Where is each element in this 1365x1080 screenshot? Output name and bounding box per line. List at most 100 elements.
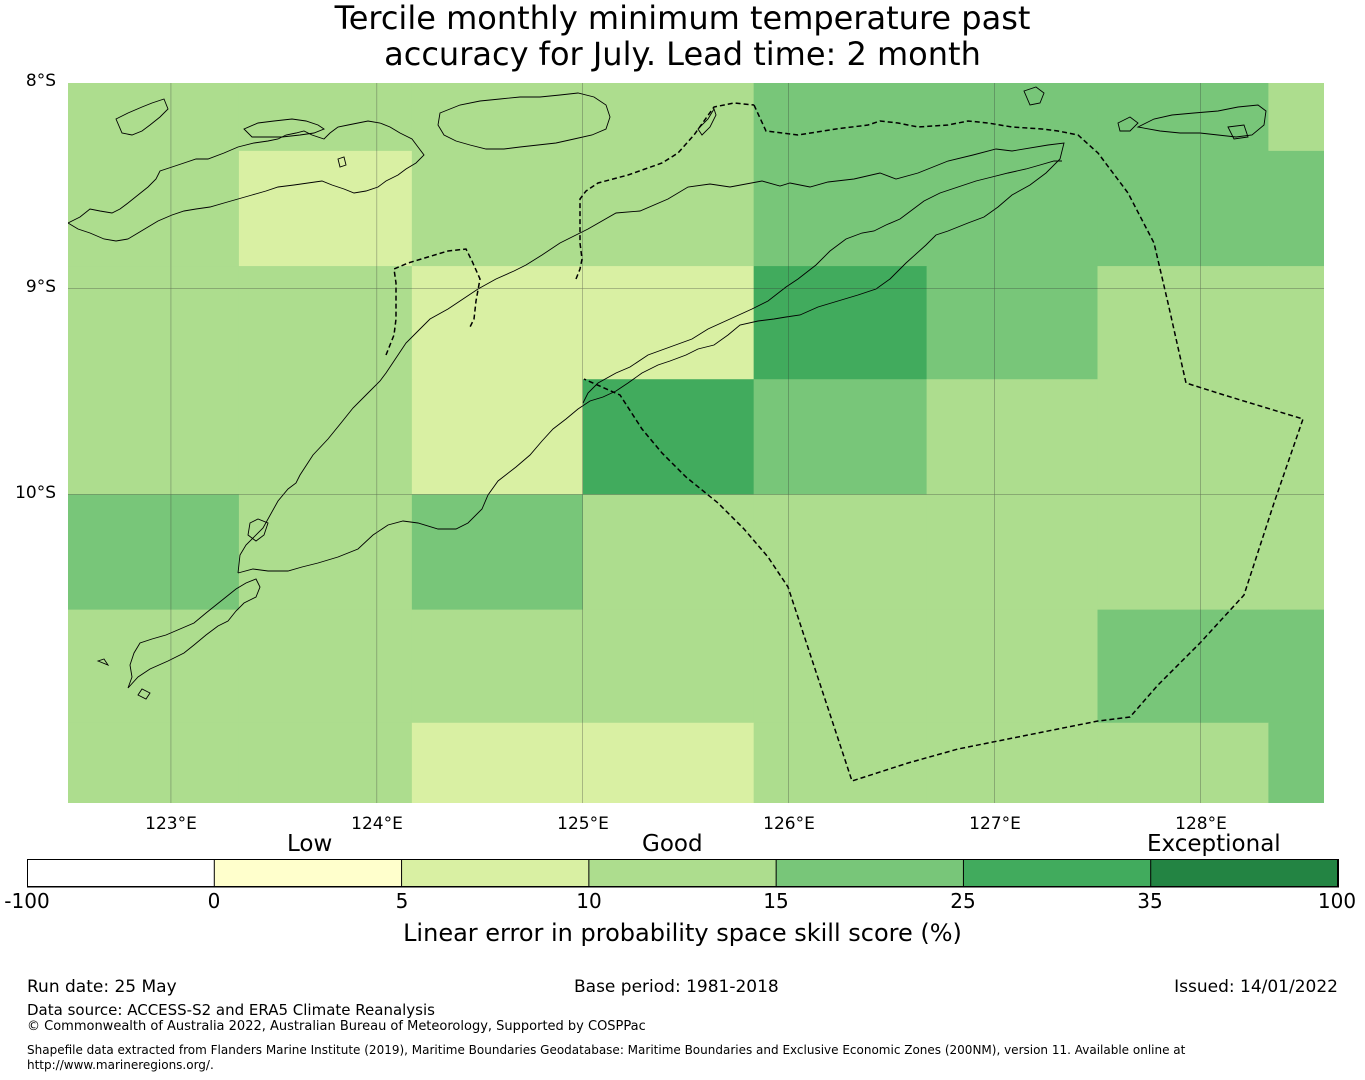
- colorbar-segment: [27, 859, 216, 888]
- timor-north-coast-detail: [582, 160, 1062, 404]
- colorbar-segment: [775, 859, 965, 888]
- colorbar-tick-0: 0: [207, 889, 221, 913]
- skill-cell: [68, 266, 240, 380]
- skill-cell: [753, 83, 928, 152]
- skill-cell: [411, 83, 584, 152]
- skill-cell: [582, 494, 755, 611]
- shapefile-credit-line-1: Shapefile data extracted from Flanders M…: [27, 1043, 1186, 1057]
- skill-cell: [926, 379, 1099, 495]
- skill-cell: [1268, 494, 1325, 611]
- small-island-4: [337, 156, 347, 168]
- skill-cell: [238, 266, 413, 380]
- skill-cell: [238, 494, 413, 611]
- colorbar-label-low: Low: [287, 831, 333, 857]
- lat-label-10s: 10°S: [15, 483, 56, 503]
- skill-cell: [238, 609, 413, 724]
- colorbar-label-exceptional: Exceptional: [1147, 831, 1281, 857]
- timor-island-coastline: [237, 142, 1065, 574]
- skill-cell: [753, 609, 928, 724]
- skill-cell: [238, 150, 413, 267]
- run-date: Run date: 25 May: [27, 977, 177, 997]
- skill-cell: [926, 609, 1099, 724]
- skill-cell: [1268, 266, 1325, 380]
- colorbar-caption: Linear error in probability space skill …: [403, 919, 962, 947]
- small-island-2: [1117, 116, 1139, 132]
- copyright: © Commonwealth of Australia 2022, Austra…: [27, 1019, 646, 1034]
- skill-cell: [926, 722, 1099, 804]
- shapefile-credit-line-2: http://www.marineregions.org/.: [27, 1058, 214, 1072]
- lon-label-124e: 124°E: [351, 814, 403, 834]
- skill-grid-cells: [68, 83, 1325, 804]
- colorbar-segment: [588, 859, 778, 888]
- reong-island-coastline: [1023, 86, 1045, 106]
- colorbar-tick-100: 100: [1317, 889, 1357, 913]
- title-line-1: Tercile monthly minimum temperature past: [334, 0, 1031, 37]
- skill-cell: [926, 494, 1099, 611]
- skill-cell: [1097, 266, 1269, 380]
- skill-cell: [1268, 150, 1325, 267]
- colorbar-frame: [27, 859, 1338, 887]
- colorbar-label-good: Good: [642, 831, 703, 857]
- lon-label-126e: 126°E: [763, 814, 815, 834]
- lat-label-8s: 8°S: [25, 71, 56, 91]
- skill-cell: [68, 722, 240, 804]
- skill-cell: [68, 379, 240, 495]
- skill-cell: [753, 379, 928, 495]
- skill-cell: [926, 83, 1099, 152]
- skill-cell: [68, 150, 240, 267]
- title-line-2: accuracy for July. Lead time: 2 month: [384, 35, 981, 73]
- skill-cell: [753, 722, 928, 804]
- lomblen-island-coastline: [243, 118, 325, 138]
- small-island-3: [1227, 124, 1249, 140]
- skill-cell: [411, 266, 584, 380]
- timor-leste-eez-line: [575, 102, 1304, 782]
- skill-cell: [68, 83, 240, 152]
- colorbar-tick-25: 25: [950, 889, 976, 913]
- skill-cell: [582, 722, 755, 804]
- skill-cell: [1268, 83, 1325, 152]
- colorbar-segment: [962, 859, 1152, 888]
- lon-label-127e: 127°E: [969, 814, 1021, 834]
- skill-cell: [582, 609, 755, 724]
- skill-cell: [926, 266, 1099, 380]
- atauro-island-coastline: [697, 107, 717, 136]
- colorbar-tick-15: 15: [763, 889, 789, 913]
- skill-cell: [411, 379, 584, 495]
- lon-label-128e: 128°E: [1175, 814, 1227, 834]
- skill-cell: [926, 150, 1099, 267]
- skill-cell: [238, 83, 413, 152]
- wetar-island-coastline: [1136, 104, 1267, 138]
- skill-cell: [1097, 150, 1269, 267]
- skill-cell: [1097, 83, 1269, 152]
- skill-cell: [753, 494, 928, 611]
- colorbar-segment: [213, 859, 403, 888]
- colorbar: [27, 859, 1339, 888]
- skill-cell: [753, 150, 928, 267]
- skill-cell: [1097, 722, 1269, 804]
- rote-island-coastline: [127, 578, 261, 689]
- skill-cell: [68, 609, 240, 724]
- alor-island-coastline: [437, 92, 611, 150]
- flores-alor-coastline: [67, 120, 425, 242]
- skill-cell: [238, 379, 413, 495]
- skill-map: [67, 83, 1325, 804]
- eez-boundary: [385, 102, 1304, 782]
- skill-cell: [238, 722, 413, 804]
- lat-label-9s: 9°S: [25, 277, 56, 297]
- issued-date: Issued: 14/01/2022: [1174, 977, 1338, 997]
- lon-label-123e: 123°E: [145, 814, 197, 834]
- skill-cell: [1097, 494, 1269, 611]
- skill-cell: [753, 266, 928, 380]
- skill-cell: [1097, 609, 1269, 724]
- pantar-island-coastline: [115, 98, 169, 136]
- skill-cell: [582, 83, 755, 152]
- colorbar-segment: [1150, 859, 1339, 888]
- map-panel: [67, 83, 1325, 804]
- skill-cell: [582, 266, 755, 380]
- skill-cell: [1097, 379, 1269, 495]
- lon-label-125e: 125°E: [557, 814, 609, 834]
- skill-cell: [68, 494, 240, 611]
- base-period: Base period: 1981-2018: [574, 977, 779, 997]
- ndao-island-coastline: [96, 658, 110, 666]
- skill-cell: [411, 722, 584, 804]
